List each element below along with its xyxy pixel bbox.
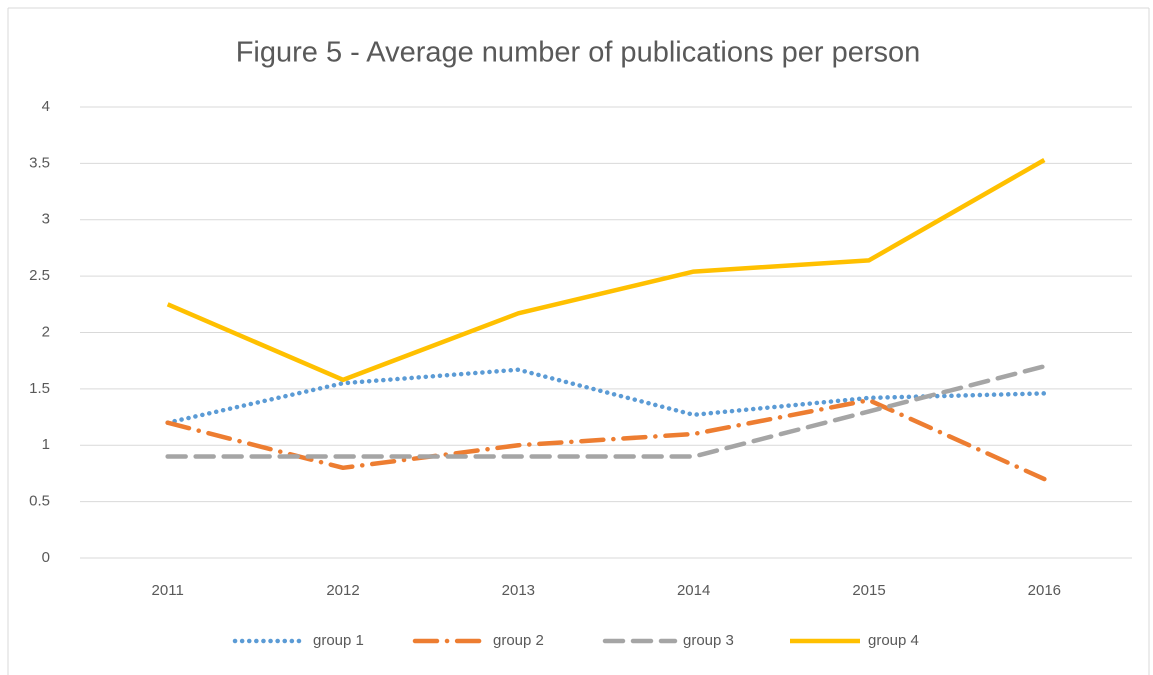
x-tick-label: 2015 bbox=[852, 582, 885, 599]
legend-label: group 3 bbox=[683, 632, 734, 649]
series-line bbox=[165, 397, 1047, 482]
y-tick-label: 2.5 bbox=[29, 267, 50, 284]
legend-label: group 1 bbox=[313, 632, 364, 649]
y-tick-label: 3.5 bbox=[29, 154, 50, 171]
x-tick-label: 2016 bbox=[1028, 582, 1061, 599]
x-tick-label: 2014 bbox=[677, 582, 710, 599]
legend-label: group 2 bbox=[493, 632, 544, 649]
y-tick-label: 1 bbox=[42, 436, 50, 453]
legend-label: group 4 bbox=[868, 632, 919, 649]
y-tick-label: 0.5 bbox=[29, 493, 50, 510]
chart-title: Figure 5 - Average number of publication… bbox=[236, 37, 921, 69]
series-line bbox=[165, 364, 1047, 459]
y-tick-label: 1.5 bbox=[29, 380, 50, 397]
y-tick-label: 2 bbox=[42, 323, 50, 340]
x-tick-label: 2013 bbox=[502, 582, 535, 599]
y-tick-label: 3 bbox=[42, 211, 50, 228]
y-tick-label: 0 bbox=[42, 549, 50, 566]
y-tick-label: 4 bbox=[42, 98, 50, 115]
x-tick-label: 2012 bbox=[326, 582, 359, 599]
x-tick-label: 2011 bbox=[152, 582, 184, 599]
series-line bbox=[165, 367, 1047, 425]
series-line bbox=[166, 158, 1046, 383]
